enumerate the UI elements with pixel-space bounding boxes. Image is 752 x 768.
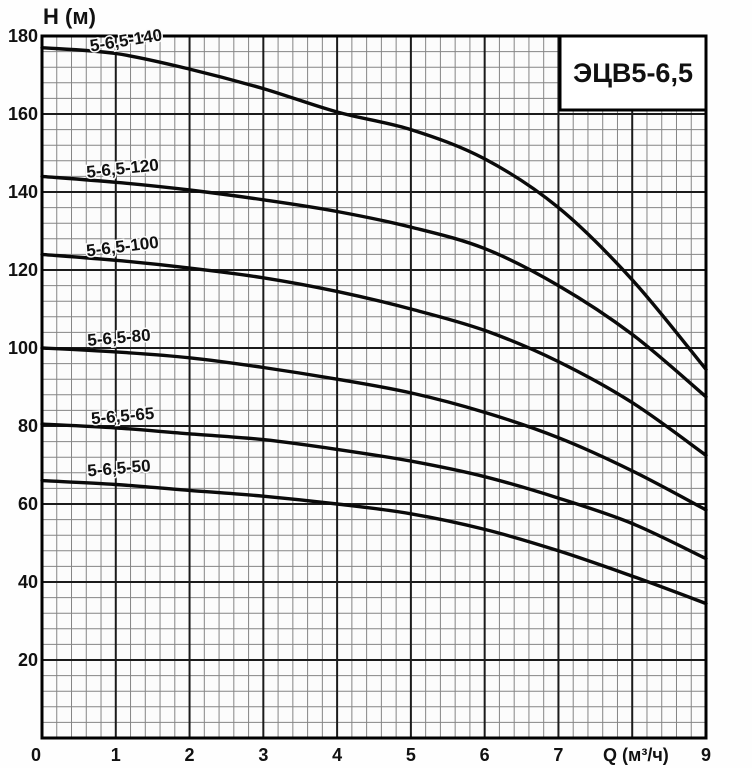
- x-axis-title: Q (м³/ч): [603, 745, 669, 765]
- x-tick-9: 9: [701, 745, 711, 765]
- y-axis-title: H (м): [43, 4, 96, 29]
- pump-curve-5-6,5-140: [40, 46, 708, 372]
- pump-curve-5-6,5-80: [40, 346, 708, 512]
- y-tick-60: 60: [18, 494, 38, 514]
- grid-minor-lines: [42, 36, 706, 738]
- x-tick-2: 2: [185, 745, 195, 765]
- y-tick-100: 100: [8, 338, 38, 358]
- y-tick-40: 40: [18, 572, 38, 592]
- model-box: ЭЦВ5-6,5: [558, 34, 708, 112]
- y-tick-140: 140: [8, 182, 38, 202]
- x-tick-3: 3: [258, 745, 268, 765]
- y-tick-120: 120: [8, 260, 38, 280]
- x-tick-6: 6: [480, 745, 490, 765]
- x-axis-tick-labels: 0 1 2 3 4 5 6 7 Q (м³/ч) 9: [31, 745, 711, 765]
- pump-curve-5-6,5-100: [40, 252, 708, 457]
- y-tick-20: 20: [18, 650, 38, 670]
- y-tick-80: 80: [18, 416, 38, 436]
- pump-curve-5-6,5-65: [40, 422, 708, 561]
- pump-curve-5-6,5-120: [40, 174, 708, 399]
- plot-border: [40, 34, 708, 740]
- x-tick-4: 4: [332, 745, 342, 765]
- x-tick-7: 7: [553, 745, 563, 765]
- y-axis-tick-labels: 180 160 140 120 100 80 60 40 20: [8, 26, 38, 670]
- y-tick-180: 180: [8, 26, 38, 46]
- y-tick-160: 160: [8, 104, 38, 124]
- x-tick-0: 0: [31, 745, 41, 765]
- x-tick-1: 1: [111, 745, 121, 765]
- pump-curves: [40, 46, 708, 606]
- pump-curve-5-6,5-50: [40, 478, 708, 606]
- x-tick-5: 5: [406, 745, 416, 765]
- model-box-frame: [558, 34, 708, 112]
- model-box-label: ЭЦВ5-6,5: [573, 58, 693, 88]
